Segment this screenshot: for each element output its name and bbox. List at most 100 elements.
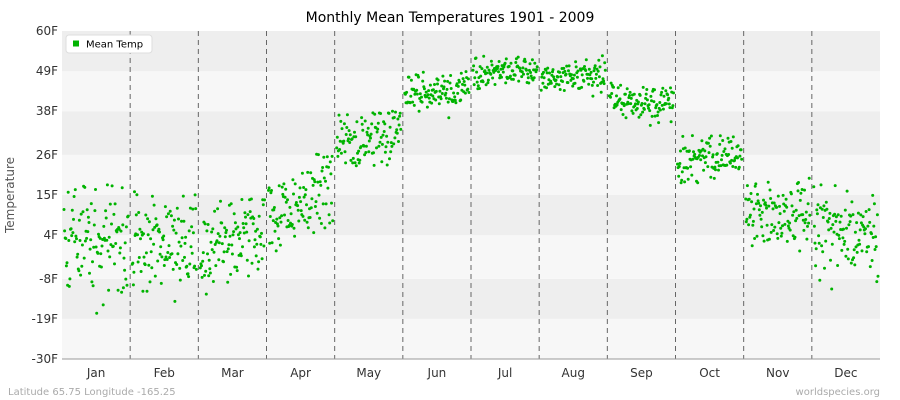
- data-point: [531, 78, 535, 82]
- data-point: [350, 137, 354, 141]
- data-point: [91, 284, 95, 288]
- data-point: [612, 85, 615, 89]
- data-point: [769, 230, 773, 234]
- data-point: [446, 79, 450, 83]
- data-point: [267, 186, 271, 190]
- data-point: [753, 184, 757, 188]
- data-point: [91, 260, 94, 264]
- data-point: [681, 134, 685, 138]
- data-point: [523, 60, 527, 64]
- data-point: [161, 238, 165, 242]
- data-point: [813, 241, 817, 245]
- data-point: [447, 97, 451, 101]
- data-point: [845, 189, 849, 193]
- y-tick-labels: -30F -19F -8F 4F 15F 26F 38F 49F 60F: [31, 24, 58, 366]
- data-point: [628, 90, 632, 94]
- data-point: [377, 144, 381, 148]
- data-point: [528, 62, 532, 66]
- data-point: [589, 70, 593, 74]
- data-point: [353, 161, 357, 165]
- data-point: [567, 69, 570, 73]
- data-point: [602, 82, 606, 86]
- data-point: [169, 214, 173, 218]
- data-point: [755, 234, 759, 238]
- data-point: [94, 188, 97, 191]
- data-point: [123, 241, 127, 245]
- data-point: [763, 201, 767, 205]
- data-point: [299, 200, 303, 204]
- data-point: [667, 96, 671, 100]
- data-point: [427, 96, 431, 100]
- data-point: [757, 201, 761, 205]
- data-point: [744, 220, 748, 224]
- data-point: [249, 197, 253, 201]
- data-point: [832, 230, 836, 234]
- data-point: [587, 67, 591, 71]
- data-point: [558, 88, 562, 91]
- y-tick-label: -19F: [31, 312, 58, 326]
- data-point: [861, 215, 865, 219]
- data-point: [849, 214, 853, 218]
- data-point: [236, 233, 240, 237]
- data-point: [875, 213, 879, 217]
- data-point: [375, 130, 379, 134]
- data-point: [827, 217, 831, 220]
- data-point: [820, 207, 824, 211]
- data-point: [644, 92, 648, 96]
- data-point: [417, 75, 420, 79]
- data-point: [189, 245, 193, 249]
- data-point: [97, 232, 100, 236]
- data-point: [351, 156, 355, 160]
- data-point: [313, 205, 317, 208]
- data-point: [66, 190, 70, 194]
- data-point: [187, 275, 191, 279]
- data-point: [110, 222, 113, 226]
- data-point: [159, 281, 163, 285]
- data-point: [165, 215, 169, 219]
- data-point: [293, 234, 297, 238]
- data-point: [812, 185, 816, 189]
- data-point: [327, 165, 330, 169]
- data-point: [428, 83, 432, 87]
- data-point: [88, 247, 92, 251]
- data-point: [168, 256, 172, 259]
- data-point: [152, 203, 156, 207]
- data-point: [582, 79, 586, 83]
- data-point: [305, 220, 309, 224]
- data-point: [476, 84, 480, 88]
- data-point: [551, 68, 555, 72]
- data-point: [453, 98, 457, 102]
- data-point: [443, 79, 447, 83]
- data-point: [150, 266, 154, 270]
- data-point: [827, 228, 831, 232]
- data-point: [421, 79, 425, 83]
- data-point: [837, 233, 841, 237]
- data-point: [354, 135, 358, 139]
- data-point: [347, 129, 351, 133]
- data-point: [548, 71, 551, 75]
- data-point: [245, 230, 249, 234]
- data-point: [397, 123, 401, 127]
- data-point: [758, 213, 762, 217]
- data-point: [392, 116, 396, 119]
- data-point: [592, 69, 596, 73]
- data-point: [752, 207, 756, 211]
- data-point: [304, 188, 308, 192]
- data-point: [597, 75, 601, 79]
- data-point: [640, 102, 644, 105]
- data-point: [748, 213, 752, 217]
- data-point: [628, 94, 631, 97]
- data-point: [563, 69, 567, 73]
- data-point: [436, 82, 439, 86]
- data-point: [142, 232, 145, 236]
- data-point: [297, 219, 301, 223]
- data-point: [821, 250, 825, 254]
- data-point: [438, 89, 442, 93]
- data-point: [398, 114, 402, 118]
- data-point: [791, 213, 795, 217]
- data-point: [230, 243, 234, 247]
- data-point: [305, 203, 308, 207]
- data-point: [610, 92, 614, 95]
- data-point: [241, 222, 245, 225]
- data-point: [624, 116, 628, 120]
